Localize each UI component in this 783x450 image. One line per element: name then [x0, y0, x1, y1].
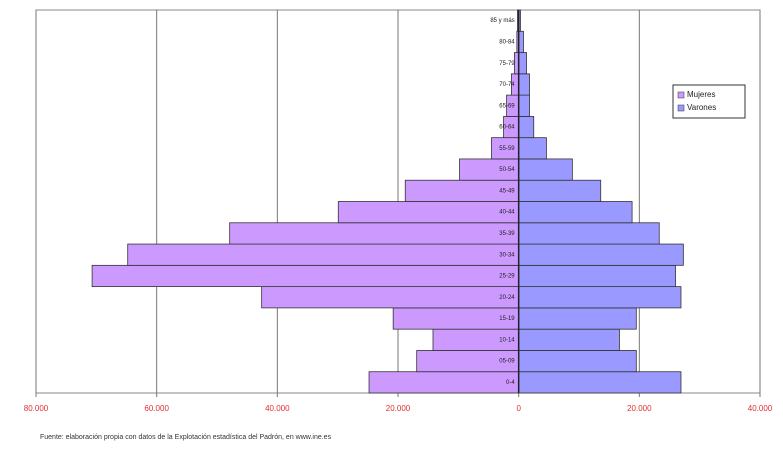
- bar: [91, 264, 520, 288]
- legend-label: Varones: [687, 103, 716, 112]
- y-tick-label: 65-69: [499, 103, 515, 109]
- legend-swatch: [677, 104, 685, 112]
- bar: [518, 307, 637, 330]
- bar: [518, 286, 682, 309]
- footnote: Fuente: elaboración propia con datos de …: [40, 434, 332, 441]
- bar: [518, 94, 530, 117]
- x-tick-label: 40.000: [265, 404, 290, 413]
- x-tick-label: 20.000: [386, 404, 411, 413]
- bar: [368, 371, 520, 394]
- bar: [518, 350, 637, 373]
- y-tick-label: 30-34: [499, 252, 515, 258]
- x-tick-label: 20.000: [627, 404, 652, 413]
- y-tick-label: 35-39: [499, 231, 515, 237]
- y-tick-label: 45-49: [499, 188, 515, 194]
- x-tick-label: 60.000: [144, 404, 169, 413]
- y-tick-label: 15-19: [499, 316, 515, 322]
- y-tick-label: 20-24: [499, 295, 515, 301]
- y-tick-label: 40-44: [499, 210, 515, 216]
- bar: [518, 73, 530, 96]
- bar: [518, 158, 573, 181]
- legend-label: Mujeres: [687, 90, 715, 99]
- bar: [518, 179, 602, 202]
- x-tick-label: 0: [516, 404, 521, 413]
- y-tick-label: 25-29: [499, 274, 515, 280]
- bar: [518, 201, 633, 224]
- legend-box: [672, 84, 746, 119]
- x-tick-label: 80.000: [24, 404, 49, 413]
- y-tick-label: 55-59: [499, 146, 515, 152]
- legend-swatch: [677, 91, 685, 99]
- bar: [518, 137, 547, 160]
- bar: [518, 371, 682, 394]
- bar: [518, 264, 676, 288]
- bar: [261, 286, 520, 309]
- x-tick-label: 40.000: [748, 404, 773, 413]
- bar: [229, 222, 520, 245]
- bar: [518, 222, 660, 245]
- bar: [518, 115, 535, 139]
- bar: [518, 243, 684, 266]
- y-tick-label: 80-84: [499, 39, 515, 45]
- bar: [518, 328, 620, 351]
- y-tick-label: 70-74: [499, 82, 515, 88]
- y-tick-label: 0-4: [506, 380, 515, 386]
- bar: [127, 243, 520, 266]
- y-tick-label: 10-14: [499, 337, 515, 343]
- y-tick-label: 50-54: [499, 167, 515, 173]
- y-tick-label: 75-79: [499, 61, 515, 67]
- y-tick-label: 05-09: [499, 359, 515, 365]
- bar: [337, 201, 520, 224]
- y-tick-label: 60-64: [499, 125, 515, 131]
- y-tick-label: 85 y más: [490, 18, 514, 24]
- bar: [518, 52, 527, 75]
